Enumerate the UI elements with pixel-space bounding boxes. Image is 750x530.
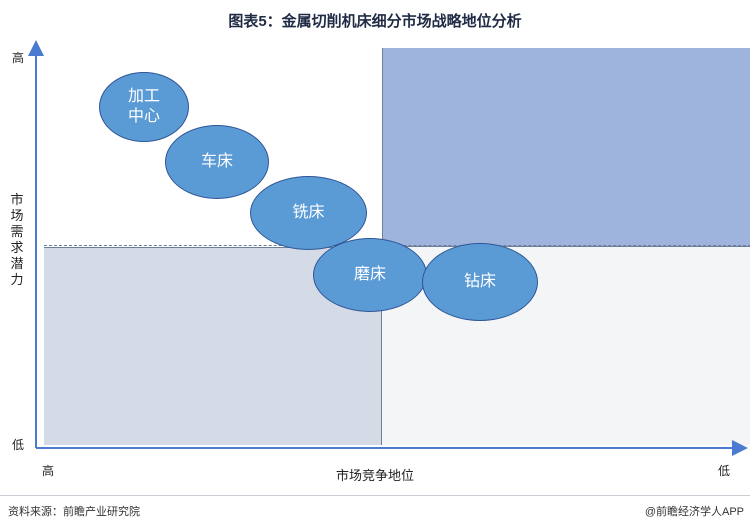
bubble-milling-machine: 铣床 xyxy=(250,176,367,250)
y-axis-high-label: 高 xyxy=(12,51,25,65)
bubble-grinding-machine: 磨床 xyxy=(313,238,427,312)
x-axis-title: 市场竞争地位 xyxy=(335,468,414,483)
bubble-label: 加工 中心 xyxy=(127,88,160,125)
brand-note: @前瞻经济学人APP xyxy=(644,506,744,518)
source-note: 资料来源：前瞻产业研究院 xyxy=(8,506,140,518)
quadrant-top-right xyxy=(382,48,750,247)
chart-title: 图表5：金属切削机床细分市场战略地位分析 xyxy=(228,13,522,30)
bubble-lathe: 车床 xyxy=(165,125,269,199)
bubble-drilling-machine: 钻床 xyxy=(422,243,538,321)
y-axis-low-label: 低 xyxy=(12,438,25,452)
y-axis-title: 市场需求潜力 xyxy=(10,192,24,287)
x-axis-high-label: 高 xyxy=(42,464,55,478)
bubble-machining-center: 加工 中心 xyxy=(99,72,189,142)
footer-divider xyxy=(0,495,750,496)
bubble-label: 铣床 xyxy=(292,204,325,221)
bubble-label: 钻床 xyxy=(463,273,496,290)
bubble-label: 磨床 xyxy=(353,266,386,283)
x-axis-low-label: 低 xyxy=(718,464,731,478)
bubble-label: 车床 xyxy=(200,153,233,170)
